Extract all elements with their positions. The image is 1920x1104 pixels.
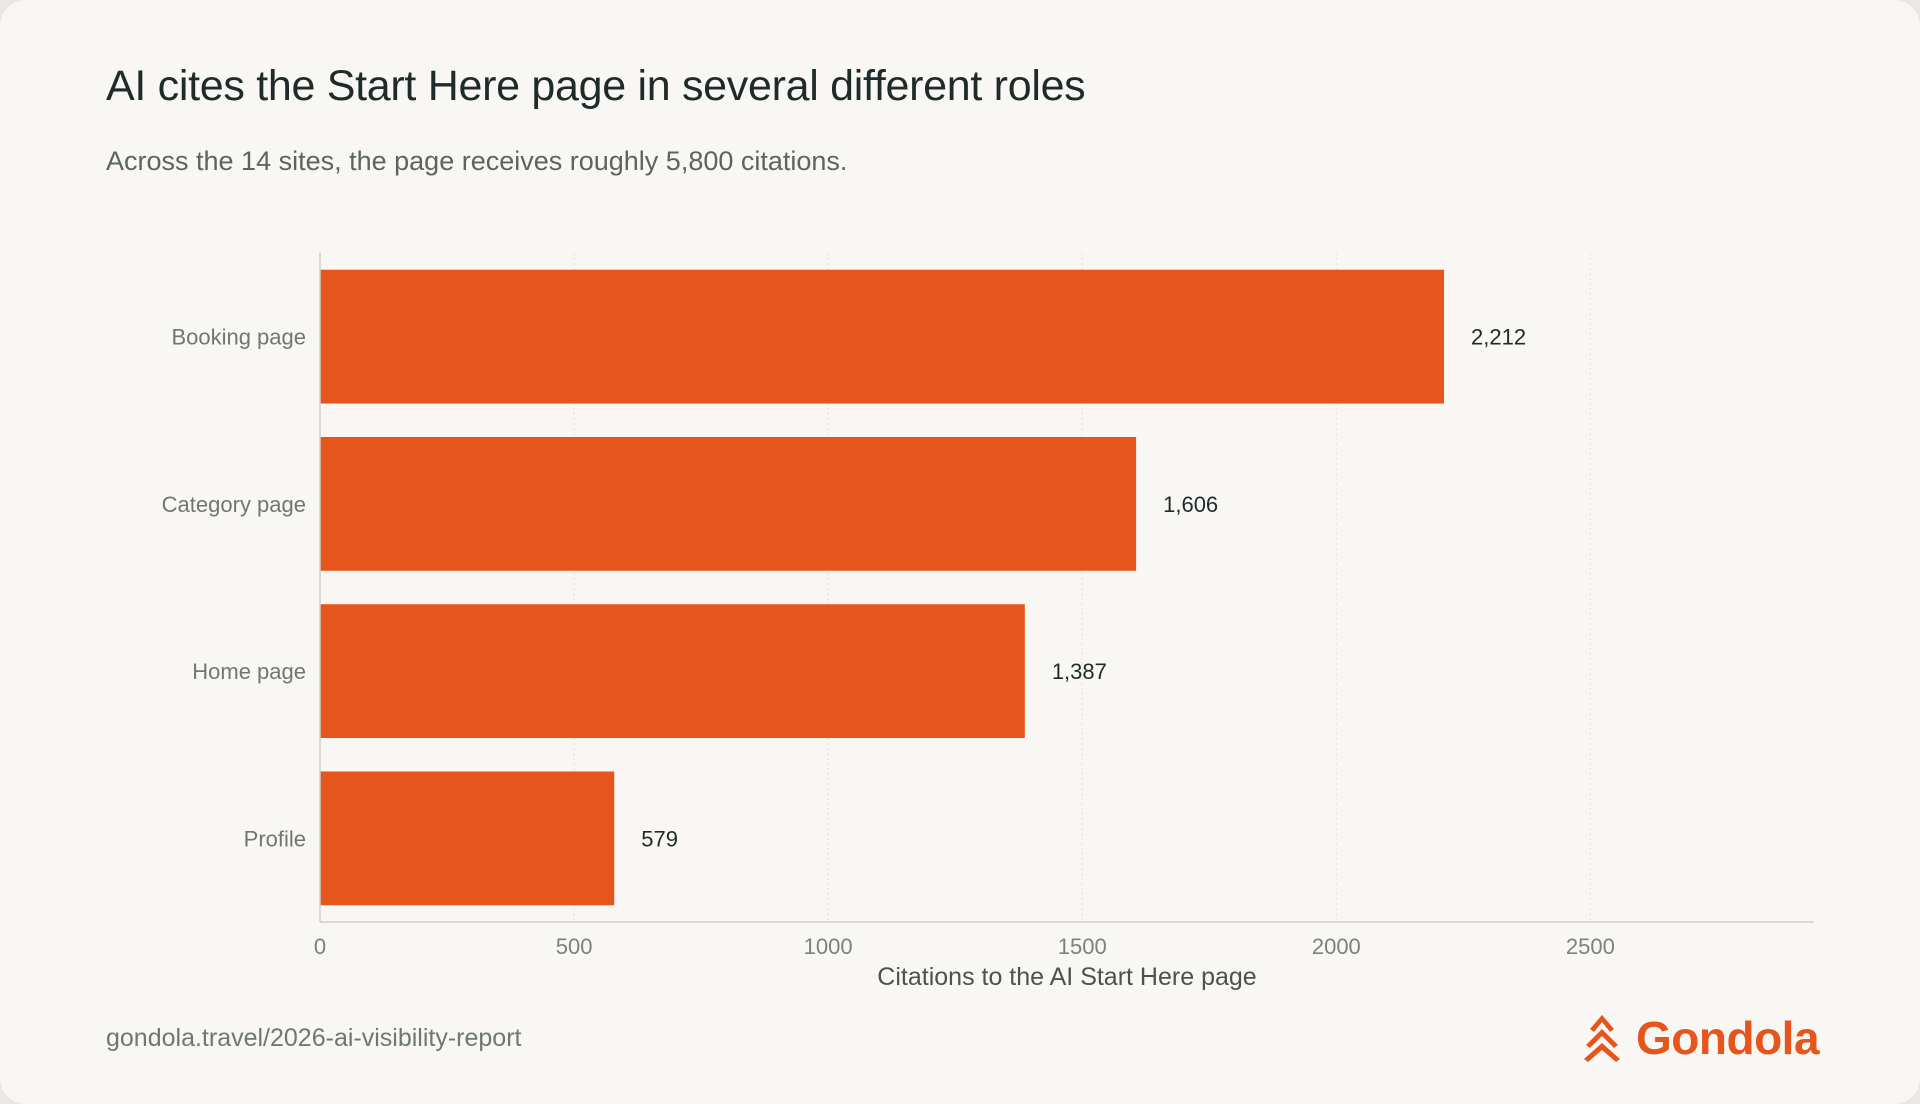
x-tick-label: 500 [556,934,593,959]
x-tick-label: 0 [314,934,326,959]
labels: 2,212 Booking page 1,606 Category page 1,387… [162,325,1615,991]
axes [319,253,1814,923]
gondola-chevron-icon [1584,1015,1620,1062]
bar-profile [320,771,615,906]
x-tick-label: 2500 [1566,934,1615,959]
value-label: 579 [641,826,678,851]
gondola-logo: Gondola [1580,1010,1820,1066]
bar-category-page [320,436,1137,571]
chart-subtitle: Across the 14 sites, the page receives r… [106,146,848,176]
bars [320,269,1445,906]
value-label: 1,387 [1052,659,1107,684]
report-url[interactable]: gondola.travel/2026-ai-visibility-report [106,1024,522,1052]
x-tick-label: 1000 [804,934,853,959]
bar-home-page [320,604,1025,739]
value-label: 1,606 [1163,492,1218,517]
brand-name: Gondola [1636,1012,1820,1064]
category-label: Profile [244,826,306,851]
value-label: 2,212 [1471,325,1526,350]
category-label: Category page [162,492,306,517]
bar-booking-page [320,269,1445,404]
x-tick-label: 2000 [1312,934,1361,959]
category-label: Booking page [171,325,306,350]
category-label: Home page [192,659,306,684]
x-tick-label: 1500 [1058,934,1107,959]
x-axis-label: Citations to the AI Start Here page [877,963,1256,991]
chart-title: AI cites the Start Here page in several … [106,62,1086,110]
